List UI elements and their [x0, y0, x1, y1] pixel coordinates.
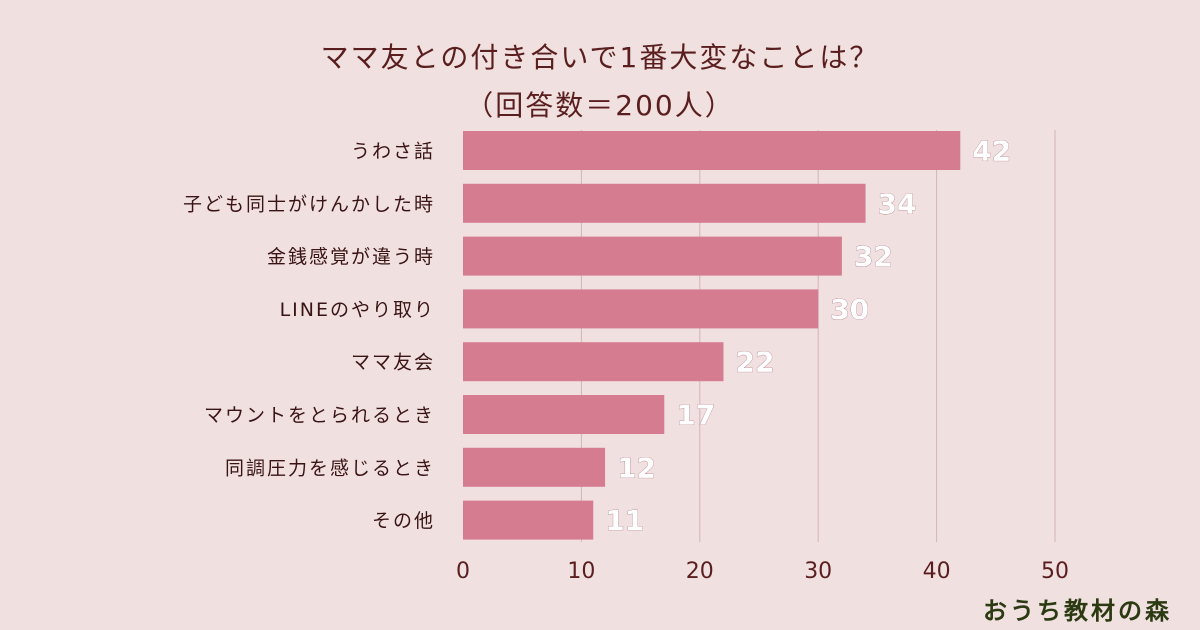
- bar: [463, 289, 819, 329]
- category-label: 子ども同士がけんかした時: [183, 193, 435, 215]
- category-label: マウントをとられるとき: [204, 405, 435, 427]
- category-label: LINEのやり取り: [280, 299, 435, 321]
- value-label: 11: [605, 504, 644, 537]
- category-label: その他: [372, 510, 435, 532]
- category-label: 金銭感覚が違う時: [267, 246, 435, 268]
- brand-logo: おうち教材の森: [983, 591, 1172, 626]
- category-label: 同調圧力を感じるとき: [225, 457, 435, 479]
- bars: [463, 131, 961, 540]
- value-label: 34: [878, 187, 917, 220]
- bar: [463, 500, 594, 540]
- brand-logo-text: おうち教材の森: [983, 596, 1172, 625]
- bar: [463, 395, 665, 434]
- bar: [463, 447, 606, 487]
- x-tick-label: 20: [686, 559, 714, 584]
- x-tick-label: 10: [567, 559, 595, 584]
- bar: [463, 342, 724, 382]
- value-labels: 42 34 32 30 22 17 12 11: [605, 134, 1012, 537]
- chart-title: ママ友との付き合いで1番大変なことは？: [320, 41, 880, 74]
- value-label: 42: [972, 135, 1011, 168]
- value-label: 12: [617, 451, 656, 484]
- x-tick-label: 50: [1041, 559, 1069, 584]
- value-label: 22: [735, 346, 774, 379]
- category-label: うわさ話: [351, 141, 435, 163]
- x-axis-tick-labels: 0 10 20 30 40 50: [456, 559, 1069, 584]
- x-tick-label: 0: [456, 559, 470, 584]
- bar: [463, 131, 961, 170]
- value-label: 17: [676, 399, 715, 432]
- bar: [463, 183, 866, 223]
- chart-subtitle: （回答数＝200人）: [465, 89, 735, 122]
- x-tick-label: 30: [804, 559, 832, 584]
- category-label: ママ友会: [351, 352, 435, 374]
- value-label: 30: [830, 293, 869, 326]
- value-label: 32: [854, 240, 893, 273]
- bar: [463, 236, 842, 276]
- x-tick-label: 40: [923, 559, 951, 584]
